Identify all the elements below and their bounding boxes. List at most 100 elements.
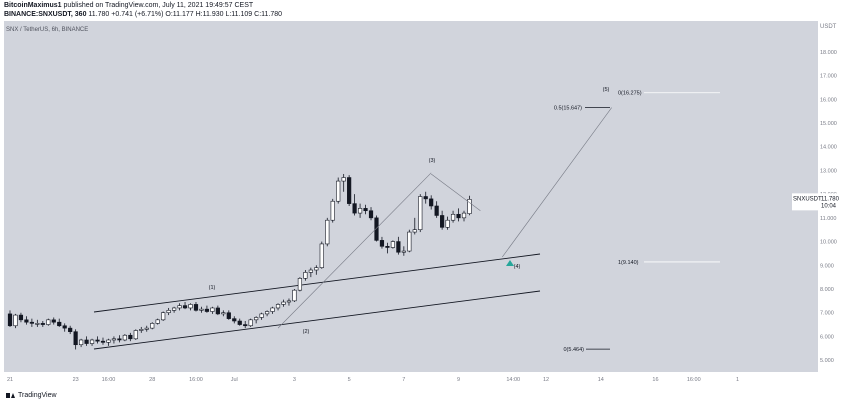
y-tick-label: 13.000 bbox=[820, 168, 837, 174]
candle-up bbox=[401, 250, 406, 253]
candle-down bbox=[204, 308, 210, 312]
wave-label: (5) bbox=[603, 87, 610, 93]
y-tick-label: 6.000 bbox=[820, 334, 834, 340]
y-tick-label: 9.000 bbox=[820, 263, 834, 269]
last-price-tag: SNXUSDT 11.780 10:04 bbox=[792, 193, 846, 211]
x-tick-label: Jul bbox=[231, 377, 238, 383]
fib-label: 0.5(15.647) bbox=[554, 106, 582, 112]
x-tick-label: 16 bbox=[652, 377, 658, 383]
candle-down bbox=[363, 208, 368, 212]
candle-up bbox=[314, 267, 319, 271]
candle-up bbox=[407, 231, 412, 252]
x-tick-label: 9 bbox=[457, 377, 460, 383]
chart-title: SNX / TetherUS, 6h, BINANCE bbox=[6, 27, 88, 33]
low-label: L: bbox=[225, 11, 232, 18]
footer: TradingView bbox=[6, 389, 57, 401]
x-tick-label: 16:00 bbox=[687, 377, 701, 383]
x-tick-label: 21 bbox=[7, 377, 13, 383]
fib-label: 1(9.140) bbox=[618, 260, 639, 266]
candle-up bbox=[319, 243, 324, 268]
candle-up bbox=[264, 311, 270, 315]
x-tick-label: 16:00 bbox=[102, 377, 116, 383]
currency-label: USDT bbox=[820, 24, 837, 30]
y-tick-label: 16.000 bbox=[820, 97, 837, 103]
candle-down bbox=[51, 319, 56, 323]
candle-up bbox=[248, 319, 253, 327]
candle-down bbox=[100, 340, 106, 343]
price-tag-symbol: SNXUSDT bbox=[793, 196, 822, 202]
y-tick-label: 11.000 bbox=[820, 216, 836, 222]
published-note: published on TradingView.com, July 11, 2… bbox=[63, 2, 254, 9]
candle-down bbox=[226, 312, 231, 319]
wave-label: (3) bbox=[429, 158, 436, 164]
publish-info: BitcoinMaximus1 published on TradingView… bbox=[4, 2, 253, 10]
candle-down bbox=[456, 213, 461, 219]
candle-down bbox=[182, 305, 188, 309]
candle-down bbox=[84, 339, 89, 344]
x-tick-label: 1 bbox=[736, 377, 739, 383]
footer-brand: TradingView bbox=[18, 391, 57, 399]
candle-up bbox=[111, 338, 117, 341]
candle-down bbox=[95, 339, 100, 342]
candle-down bbox=[396, 241, 401, 253]
marker-icon bbox=[506, 260, 514, 266]
candle-down bbox=[29, 321, 34, 324]
tradingview-logo-icon bbox=[6, 392, 15, 398]
close-label: C: bbox=[254, 11, 262, 18]
candle-up bbox=[270, 307, 275, 312]
candle-down bbox=[24, 319, 29, 323]
open-value: 11.177 bbox=[172, 11, 194, 18]
candle-up bbox=[357, 208, 363, 214]
candle-down bbox=[73, 331, 78, 346]
chart-area[interactable]: SNX / TetherUS, 6h, BINANCE USDT 5.000 6.… bbox=[4, 21, 846, 385]
candle-up bbox=[445, 219, 450, 228]
candle-down bbox=[374, 217, 379, 241]
open-label: O: bbox=[165, 11, 173, 18]
last-value: 11.780 bbox=[88, 11, 110, 18]
candle-up bbox=[418, 196, 423, 231]
candle-down bbox=[423, 196, 428, 200]
candle-up bbox=[139, 329, 144, 331]
candle-up bbox=[336, 180, 341, 202]
low-value: 11.109 bbox=[231, 11, 253, 18]
x-tick-label: 7 bbox=[402, 377, 405, 383]
candle-up bbox=[330, 200, 335, 221]
x-tick-label: 16:00 bbox=[189, 377, 203, 383]
author-name[interactable]: BitcoinMaximus1 bbox=[4, 2, 62, 9]
candle-up bbox=[303, 272, 308, 279]
wave-label: (1) bbox=[209, 285, 216, 291]
candle-down bbox=[385, 246, 390, 248]
candle-up bbox=[450, 213, 456, 221]
x-tick-label: 28 bbox=[149, 377, 155, 383]
candle-up bbox=[308, 269, 313, 273]
candle-down bbox=[7, 313, 13, 327]
candle-up bbox=[13, 314, 18, 327]
candle-up bbox=[390, 241, 396, 248]
candle-up bbox=[106, 339, 111, 343]
candle-down bbox=[237, 320, 242, 325]
candle-up bbox=[292, 289, 297, 302]
candle-up bbox=[210, 307, 215, 312]
candle-up bbox=[461, 212, 467, 219]
candle-up bbox=[166, 310, 171, 314]
wave-line-4-5 bbox=[502, 107, 612, 258]
x-tick-label: 5 bbox=[348, 377, 351, 383]
price-chart[interactable]: SNX / TetherUS, 6h, BINANCE USDT 5.000 6.… bbox=[4, 21, 846, 385]
candle-down bbox=[379, 240, 385, 247]
candle-down bbox=[18, 314, 24, 321]
candle-down bbox=[440, 215, 445, 228]
x-tick-label: 14:00 bbox=[506, 377, 520, 383]
y-tick-label: 18.000 bbox=[820, 50, 837, 56]
candle-up bbox=[281, 301, 286, 305]
price-tag-value: 11.780 bbox=[821, 196, 840, 202]
time-axis[interactable] bbox=[4, 372, 846, 385]
candle-down bbox=[352, 203, 357, 214]
candle-down bbox=[193, 304, 199, 311]
candle-up bbox=[199, 308, 204, 311]
change-value: +0.741 (+6.71%) bbox=[111, 11, 164, 18]
fib-label: 0(5.464) bbox=[564, 347, 585, 353]
candle-up bbox=[254, 317, 259, 321]
candle-down bbox=[434, 205, 439, 216]
y-tick-label: 15.000 bbox=[820, 121, 837, 127]
candle-up bbox=[275, 304, 281, 309]
